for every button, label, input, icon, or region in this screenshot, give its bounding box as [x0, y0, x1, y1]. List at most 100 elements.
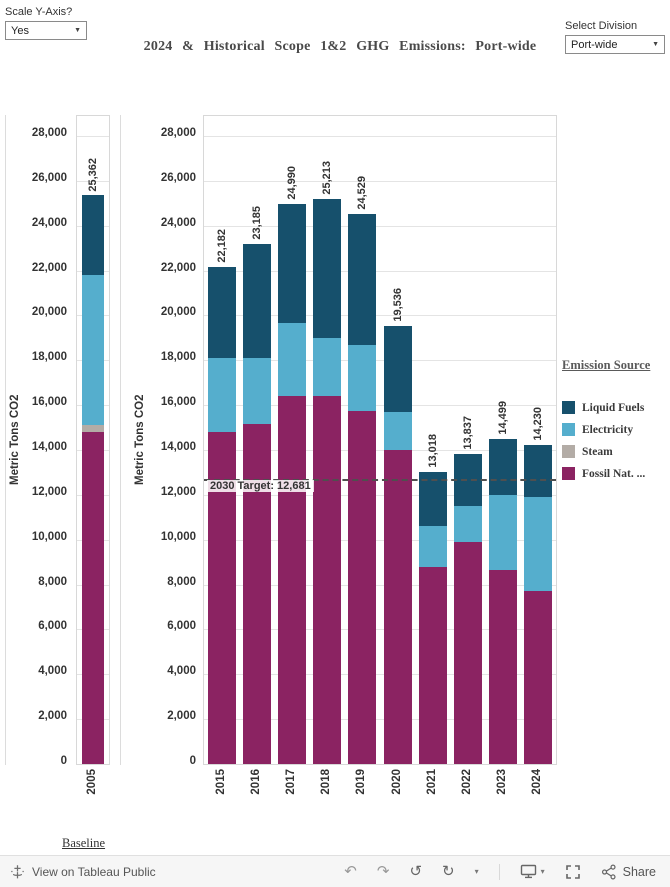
y-tick-label: 6,000	[167, 620, 196, 633]
gridline	[204, 629, 556, 631]
legend-label: Fossil Nat. ...	[582, 467, 646, 480]
bar-total-label: 13,837	[462, 416, 474, 450]
toolbar-attribution[interactable]: View on Tableau Public	[0, 864, 156, 879]
bar-segment-liquid-fuels[interactable]	[207, 266, 236, 359]
gridline	[204, 450, 556, 451]
view-on-tableau-public-link[interactable]: View on Tableau Public	[32, 864, 156, 879]
bar-segment-liquid-fuels[interactable]	[524, 444, 553, 498]
gridline	[204, 719, 556, 721]
toolbar-actions: ↶ ↷ ↺ ↻ ▾ ▾	[344, 862, 670, 880]
y-tick-label: 20,000	[160, 306, 196, 319]
x-tick-label: 2019	[355, 769, 368, 795]
undo-icon[interactable]: ↶	[344, 862, 357, 880]
bar-segment-liquid-fuels[interactable]	[82, 195, 104, 276]
y-tick-label: 24,000	[31, 216, 67, 229]
y-tick-label: 18,000	[31, 351, 67, 364]
bar-segment-electricity[interactable]	[454, 506, 482, 542]
bar-segment-electricity[interactable]	[383, 411, 412, 450]
bar-segment-electricity[interactable]	[242, 358, 271, 425]
select-division-label: Select Division	[565, 20, 638, 32]
legend-swatch	[562, 445, 575, 458]
y-axis-ticks: 0 2,000 4,000 6,000 8,000 10,000 12,000 14,000 1…	[148, 115, 196, 767]
scale-y-axis-dropdown[interactable]: Yes ▼	[5, 21, 87, 40]
select-division-dropdown[interactable]: Port-wide ▼	[565, 35, 665, 54]
y-tick-label: 26,000	[160, 171, 196, 184]
bar-segment-liquid-fuels[interactable]	[313, 198, 342, 338]
y-tick-label: 14,000	[31, 441, 67, 453]
y-axis-title: Metric Tons CO2	[134, 394, 146, 486]
fullscreen-button[interactable]	[565, 864, 581, 880]
y-tick-label: 16,000	[31, 396, 67, 409]
y-tick-label: 10,000	[160, 530, 196, 543]
bar-segment-liquid-fuels[interactable]	[242, 244, 271, 359]
bar-segment-fossil-nat[interactable]	[278, 396, 306, 764]
redo-icon[interactable]: ↷	[376, 862, 390, 880]
scale-y-axis-label: Scale Y-Axis?	[5, 6, 73, 18]
bar-segment-steam[interactable]	[82, 425, 104, 433]
bar-segment-liquid-fuels[interactable]	[278, 203, 306, 324]
y-tick-label: 16,000	[160, 396, 196, 409]
bar-total-label: 14,499	[497, 401, 510, 435]
device-layout-button[interactable]: ▾	[520, 864, 545, 879]
bar-segment-liquid-fuels[interactable]	[418, 472, 447, 527]
bar-segment-fossil-nat[interactable]	[313, 396, 342, 764]
bar-segment-electricity[interactable]	[278, 323, 306, 397]
x-tick-label: 2022	[461, 769, 473, 795]
legend-swatch	[562, 401, 575, 414]
legend-item[interactable]: Electricity	[562, 423, 668, 436]
bar-segment-electricity[interactable]	[348, 344, 377, 411]
share-button[interactable]: Share	[601, 864, 656, 880]
legend-label: Liquid Fuels	[582, 401, 645, 414]
bar-segment-fossil-nat[interactable]	[82, 432, 104, 764]
bar-total-label: 24,529	[356, 176, 369, 210]
tableau-logo-icon	[10, 864, 25, 879]
baseline-x-axis-labels: 2005	[76, 765, 110, 820]
bar-segment-electricity[interactable]	[82, 275, 104, 426]
target-line-label: 2030 Target: 12,681	[207, 479, 314, 492]
bar-segment-liquid-fuels[interactable]	[489, 438, 518, 495]
gridline	[204, 315, 556, 317]
bar-segment-fossil-nat[interactable]	[489, 570, 518, 764]
legend-title[interactable]: Emission Source	[562, 358, 651, 372]
x-tick-label: 2018	[320, 769, 333, 795]
refresh-icon[interactable]: ↻	[442, 862, 455, 880]
bar-segment-electricity[interactable]	[207, 358, 236, 433]
gridline	[77, 180, 109, 182]
y-tick-label: 28,000	[31, 127, 67, 139]
bar-segment-electricity[interactable]	[489, 494, 518, 570]
gridline	[204, 494, 556, 496]
tableau-toolbar: View on Tableau Public ↶ ↷ ↺ ↻ ▾ ▾	[0, 855, 670, 887]
baseline-panel: Metric Tons CO2 0 2,000 4,000 6,000 8,000 10,…	[5, 115, 111, 820]
bar-segment-liquid-fuels[interactable]	[348, 213, 377, 345]
chevron-down-icon: ▼	[74, 27, 81, 34]
replay-icon[interactable]: ↺	[409, 862, 423, 880]
legend-item[interactable]: Liquid Fuels	[562, 401, 668, 414]
bar-segment-fossil-nat[interactable]	[454, 541, 482, 764]
y-tick-label: 12,000	[160, 485, 196, 498]
bar-total-label: 25,213	[321, 160, 334, 195]
bar-segment-fossil-nat[interactable]	[383, 450, 412, 764]
y-axis-ticks: 0 2,000 4,000 6,000 8,000 10,000 12,000 14,000 1…	[17, 115, 67, 767]
bar-segment-electricity[interactable]	[313, 337, 342, 397]
bar-segment-liquid-fuels[interactable]	[383, 325, 412, 412]
select-division-control: Select Division Port-wide ▼	[565, 20, 665, 54]
baseline-plot-area: 25,362	[76, 115, 110, 765]
bar-segment-fossil-nat[interactable]	[242, 424, 271, 764]
legend: Emission Source Liquid Fuels Electricity S…	[562, 358, 668, 489]
bar-segment-fossil-nat[interactable]	[348, 410, 377, 764]
bar-segment-fossil-nat[interactable]	[524, 591, 553, 764]
legend-item[interactable]: Steam	[562, 445, 668, 458]
legend-item[interactable]: Fossil Nat. ...	[562, 467, 668, 480]
bar-segment-fossil-nat[interactable]	[418, 566, 447, 764]
x-tick-label: 2016	[249, 769, 262, 795]
bar-segment-electricity[interactable]	[418, 526, 447, 567]
replay-speed-chevron-icon[interactable]: ▾	[474, 867, 479, 876]
share-label: Share	[622, 864, 656, 879]
gridline	[204, 539, 556, 541]
toolbar-divider	[498, 863, 500, 880]
gridline	[204, 674, 556, 676]
y-tick-label: 4,000	[38, 665, 67, 678]
x-tick-label: 2020	[390, 769, 403, 795]
bar-segment-electricity[interactable]	[524, 497, 553, 592]
